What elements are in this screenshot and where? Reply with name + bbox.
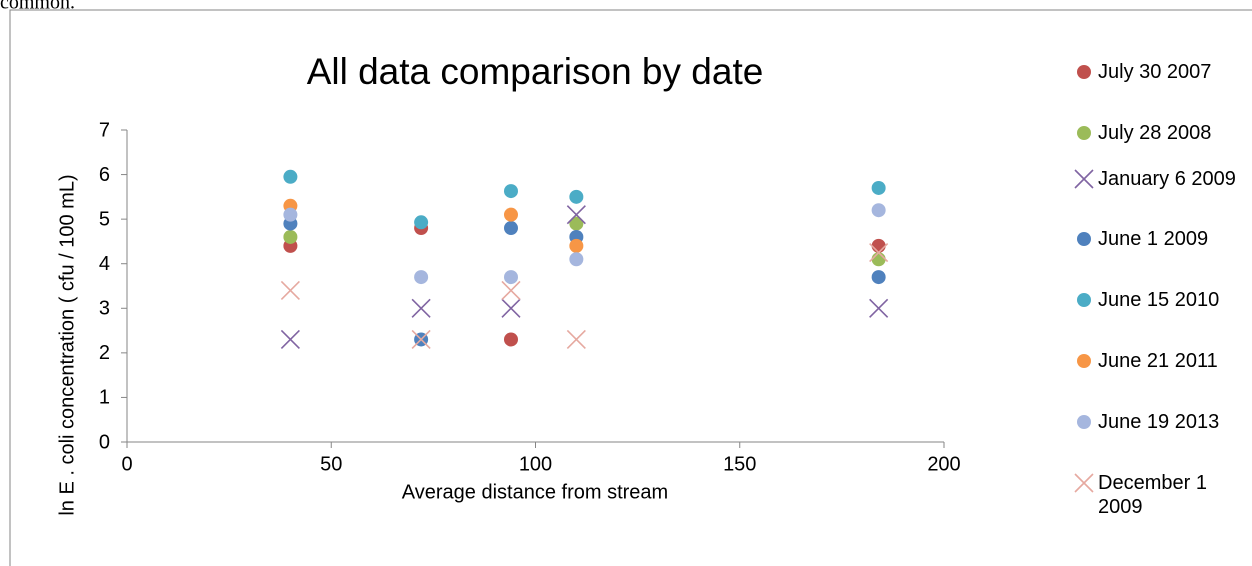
legend-label: January 6 2009 bbox=[1098, 168, 1236, 190]
data-point bbox=[569, 238, 584, 253]
legend-label: December 1 2009 bbox=[1098, 472, 1207, 518]
y-tick-label: 6 bbox=[99, 164, 110, 186]
data-point bbox=[414, 215, 429, 230]
data-point bbox=[566, 329, 586, 350]
data-point bbox=[283, 207, 298, 222]
legend-label: June 15 2010 bbox=[1098, 289, 1220, 311]
data-point bbox=[283, 229, 298, 244]
y-tick-label: 7 bbox=[99, 119, 110, 141]
y-axis-label: ln E . coli concentration ( cfu / 100 mL… bbox=[56, 174, 78, 515]
legend-marker bbox=[1077, 232, 1091, 246]
data-point bbox=[871, 180, 886, 195]
data-point bbox=[566, 205, 586, 225]
legend-marker bbox=[1077, 293, 1091, 307]
data-point bbox=[569, 189, 584, 204]
y-tick-label: 0 bbox=[99, 431, 110, 453]
data-point bbox=[503, 207, 518, 222]
legend-marker bbox=[1077, 354, 1091, 368]
legend-label: July 30 2007 bbox=[1098, 61, 1212, 83]
chart-title: All data comparison by date bbox=[307, 51, 764, 92]
data-point bbox=[414, 270, 429, 285]
legend-marker bbox=[1077, 65, 1091, 79]
y-tick-label: 2 bbox=[99, 342, 110, 364]
y-tick-label: 4 bbox=[99, 253, 110, 275]
legend-marker bbox=[1074, 169, 1094, 189]
x-tick-label: 0 bbox=[121, 453, 132, 475]
data-point bbox=[411, 329, 431, 350]
data-point bbox=[569, 216, 584, 231]
data-point bbox=[501, 280, 521, 301]
chart-frame bbox=[9, 9, 1252, 566]
data-point bbox=[569, 252, 584, 267]
data-point bbox=[280, 280, 300, 301]
data-point bbox=[871, 203, 886, 218]
data-point bbox=[411, 298, 431, 318]
data-point bbox=[280, 329, 300, 350]
data-point bbox=[503, 184, 518, 199]
legend-label: June 19 2013 bbox=[1098, 411, 1220, 433]
x-tick-label: 200 bbox=[927, 453, 960, 475]
x-tick-label: 50 bbox=[320, 453, 342, 475]
legend-marker bbox=[1077, 415, 1091, 429]
legend-marker bbox=[1074, 473, 1094, 493]
y-tick-label: 5 bbox=[99, 208, 110, 230]
data-point bbox=[501, 298, 521, 318]
y-tick-label: 1 bbox=[99, 387, 110, 409]
data-point bbox=[503, 270, 518, 285]
legend-label: June 1 2009 bbox=[1098, 228, 1209, 250]
x-axis-label: Average distance from stream bbox=[402, 481, 668, 503]
data-point bbox=[871, 270, 886, 285]
legend-label: July 28 2008 bbox=[1098, 122, 1212, 144]
x-tick-label: 150 bbox=[723, 453, 756, 475]
data-point bbox=[869, 298, 889, 318]
legend-marker bbox=[1077, 126, 1091, 140]
data-point bbox=[871, 238, 886, 253]
x-tick-label: 100 bbox=[519, 453, 552, 475]
legend-label: June 21 2011 bbox=[1098, 350, 1218, 372]
data-point bbox=[871, 252, 886, 267]
y-tick-label: 3 bbox=[99, 298, 110, 320]
data-point bbox=[503, 221, 518, 236]
data-point bbox=[283, 169, 298, 184]
data-point bbox=[503, 332, 518, 347]
data-point bbox=[869, 243, 889, 263]
